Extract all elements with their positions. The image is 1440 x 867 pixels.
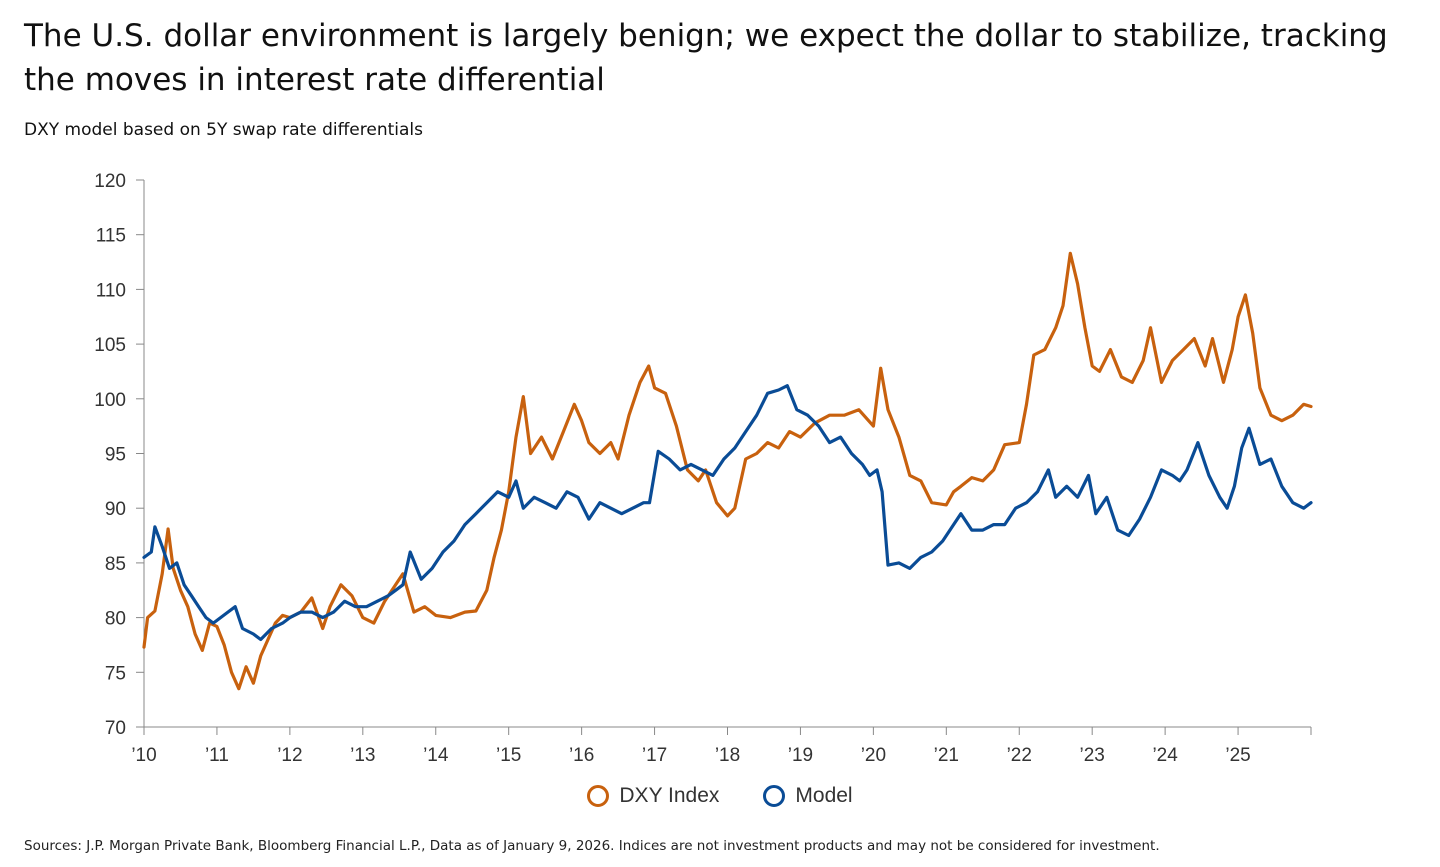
x-tick-label: ’23 (1080, 745, 1105, 766)
legend-item-model: Model (763, 784, 853, 808)
x-tick-label: ’24 (1152, 745, 1178, 766)
y-tick-label: 90 (105, 499, 126, 520)
y-tick-label: 80 (105, 609, 126, 630)
chart-axes: 70 75 80 85 90 95 100 105 110 115 120 ’10 ’11 ’12 ’13 ’… (94, 171, 1312, 766)
y-tick-label: 70 (105, 718, 126, 739)
y-tick-label: 100 (94, 390, 126, 411)
legend-label-dxy: DXY Index (619, 784, 720, 807)
chart-subtitle: DXY model based on 5Y swap rate differen… (24, 120, 423, 140)
dxy-index-line (142, 251, 1313, 691)
chart-title: The U.S. dollar environment is largely b… (24, 18, 1388, 98)
x-tick-label: ’14 (423, 745, 449, 766)
x-tick-label: ’20 (861, 745, 886, 766)
source-note: Sources: J.P. Morgan Private Bank, Bloom… (24, 838, 1160, 854)
chart-series (142, 251, 1313, 691)
y-tick-label: 110 (96, 280, 126, 301)
legend-item-dxy: DXY Index (587, 784, 719, 808)
chart-legend: DXY Index Model (0, 784, 1440, 808)
x-tick-label: ’19 (788, 745, 813, 766)
y-tick-label: 95 (105, 445, 126, 466)
x-tick-label: ’16 (569, 745, 594, 766)
y-tick-label: 120 (94, 171, 126, 192)
y-tick-label: 75 (105, 663, 126, 684)
x-tick-label: ’13 (350, 745, 375, 766)
model-line (142, 384, 1313, 642)
line-chart: 70 75 80 85 90 95 100 105 110 115 120 ’10 ’11 ’12 ’13 ’… (94, 171, 1313, 766)
y-tick-label: 85 (105, 554, 126, 575)
x-tick-label: ’21 (934, 745, 959, 766)
legend-marker-model (763, 785, 786, 807)
x-tick-label: ’17 (642, 745, 667, 766)
x-tick-label: ’25 (1225, 745, 1250, 766)
legend-marker-dxy (587, 785, 610, 807)
x-tick-label: ’22 (1007, 745, 1032, 766)
y-tick-label: 105 (94, 335, 126, 356)
x-tick-label: ’12 (277, 745, 302, 766)
x-tick-label: ’10 (131, 745, 156, 766)
x-tick-label: ’11 (205, 745, 229, 766)
x-tick-label: ’15 (496, 745, 521, 766)
legend-label-model: Model (795, 784, 853, 807)
y-tick-label: 115 (96, 226, 126, 247)
x-tick-label: ’18 (715, 745, 740, 766)
